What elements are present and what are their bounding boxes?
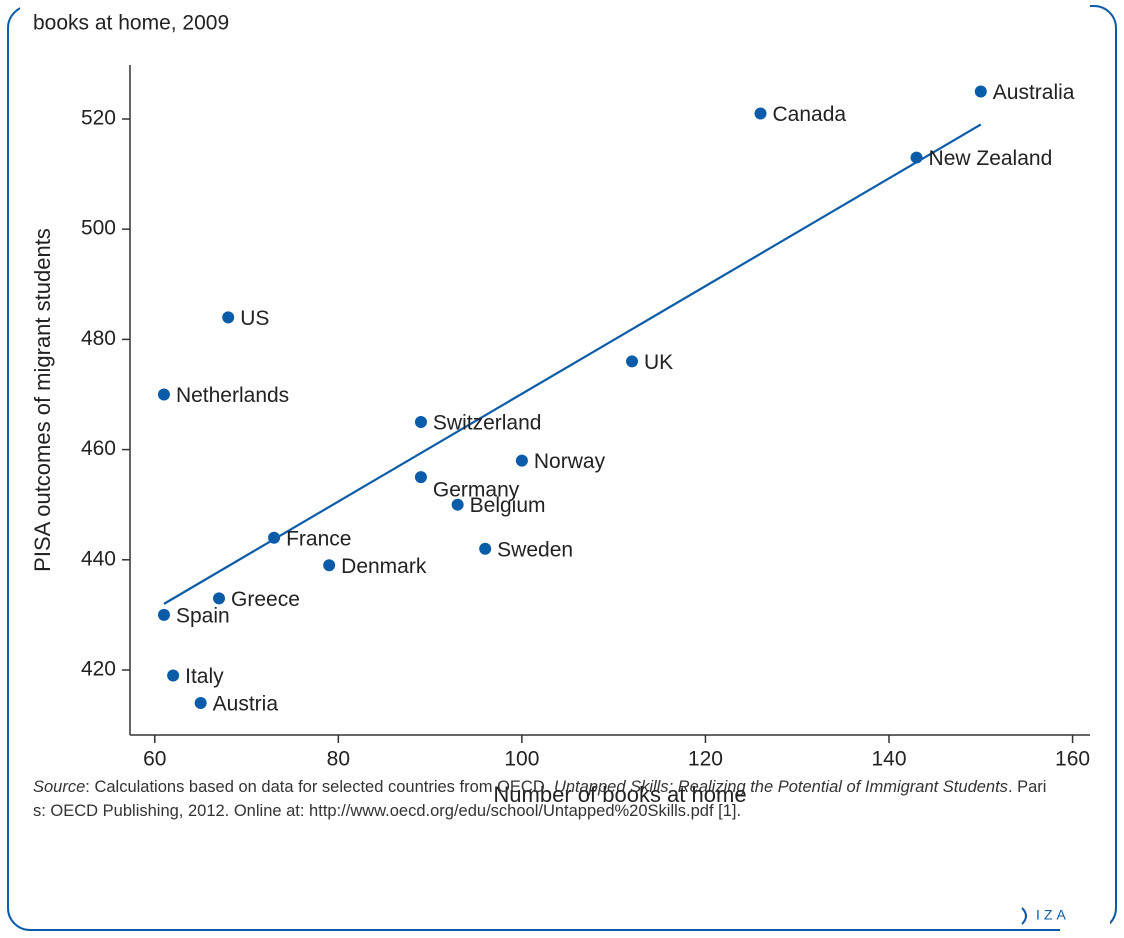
y-tick-label: 440 <box>81 547 116 570</box>
point-label: Canada <box>773 103 847 126</box>
logo: IZA <box>1036 907 1070 923</box>
point <box>222 311 235 324</box>
point <box>910 151 923 164</box>
point-label: Switzerland <box>433 412 542 435</box>
source-text: : Calculations based on data for selecte… <box>85 778 554 796</box>
point <box>515 454 528 467</box>
point-label: Italy <box>185 665 224 688</box>
x-tick-label: 160 <box>1055 748 1090 771</box>
y-tick-label: 520 <box>81 107 116 130</box>
source-note: Source: Calculations based on data for s… <box>33 775 1053 823</box>
point <box>157 388 170 401</box>
point-label: UK <box>644 351 673 374</box>
point-label: Norway <box>534 450 606 473</box>
point-label: Belgium <box>470 494 546 517</box>
point <box>194 697 207 710</box>
point-label: Australia <box>993 81 1075 104</box>
point <box>626 355 639 368</box>
point <box>414 471 427 484</box>
point <box>167 669 180 682</box>
y-tick-label: 480 <box>81 327 116 350</box>
point <box>974 85 987 98</box>
point-label: Netherlands <box>176 384 289 407</box>
point-label: Spain <box>176 604 230 627</box>
point-label: Greece <box>231 588 300 611</box>
logo-backdrop <box>1060 905 1110 935</box>
y-tick-label: 500 <box>81 217 116 240</box>
x-tick-label: 120 <box>688 748 723 771</box>
point <box>479 542 492 555</box>
point <box>414 416 427 429</box>
point <box>323 559 336 572</box>
source-rest: . Paris: OECD Publishing, 2012. Online a… <box>33 778 1047 820</box>
point <box>157 608 170 621</box>
y-tick-label: 460 <box>81 437 116 460</box>
logo-mark <box>1021 907 1027 925</box>
point-label: Denmark <box>341 555 427 578</box>
point-label: Sweden <box>497 538 573 561</box>
point-label: New Zealand <box>929 147 1053 170</box>
point-label: Austria <box>213 693 279 716</box>
point-label: US <box>240 307 269 330</box>
point-label: Germany <box>433 479 520 502</box>
point <box>451 498 464 511</box>
point <box>268 531 281 544</box>
y-tick-label: 420 <box>81 658 116 681</box>
trend-line <box>163 123 982 605</box>
x-tick-label: 100 <box>504 748 539 771</box>
title-backdrop <box>20 0 1090 40</box>
x-tick-label: 80 <box>327 748 350 771</box>
y-axis-label: PISA outcomes of migrant students <box>30 228 55 572</box>
chart-title: books at home, 2009 <box>33 12 229 35</box>
point <box>754 107 767 120</box>
x-tick-label: 140 <box>871 748 906 771</box>
point <box>213 592 226 605</box>
x-axis-label: Number of books at home <box>493 782 746 807</box>
source-label: Source <box>33 778 86 796</box>
source-title: Untapped Skills: Realizing the Potential… <box>553 778 1008 796</box>
point-label: France <box>286 527 351 550</box>
x-tick-label: 60 <box>143 748 166 771</box>
